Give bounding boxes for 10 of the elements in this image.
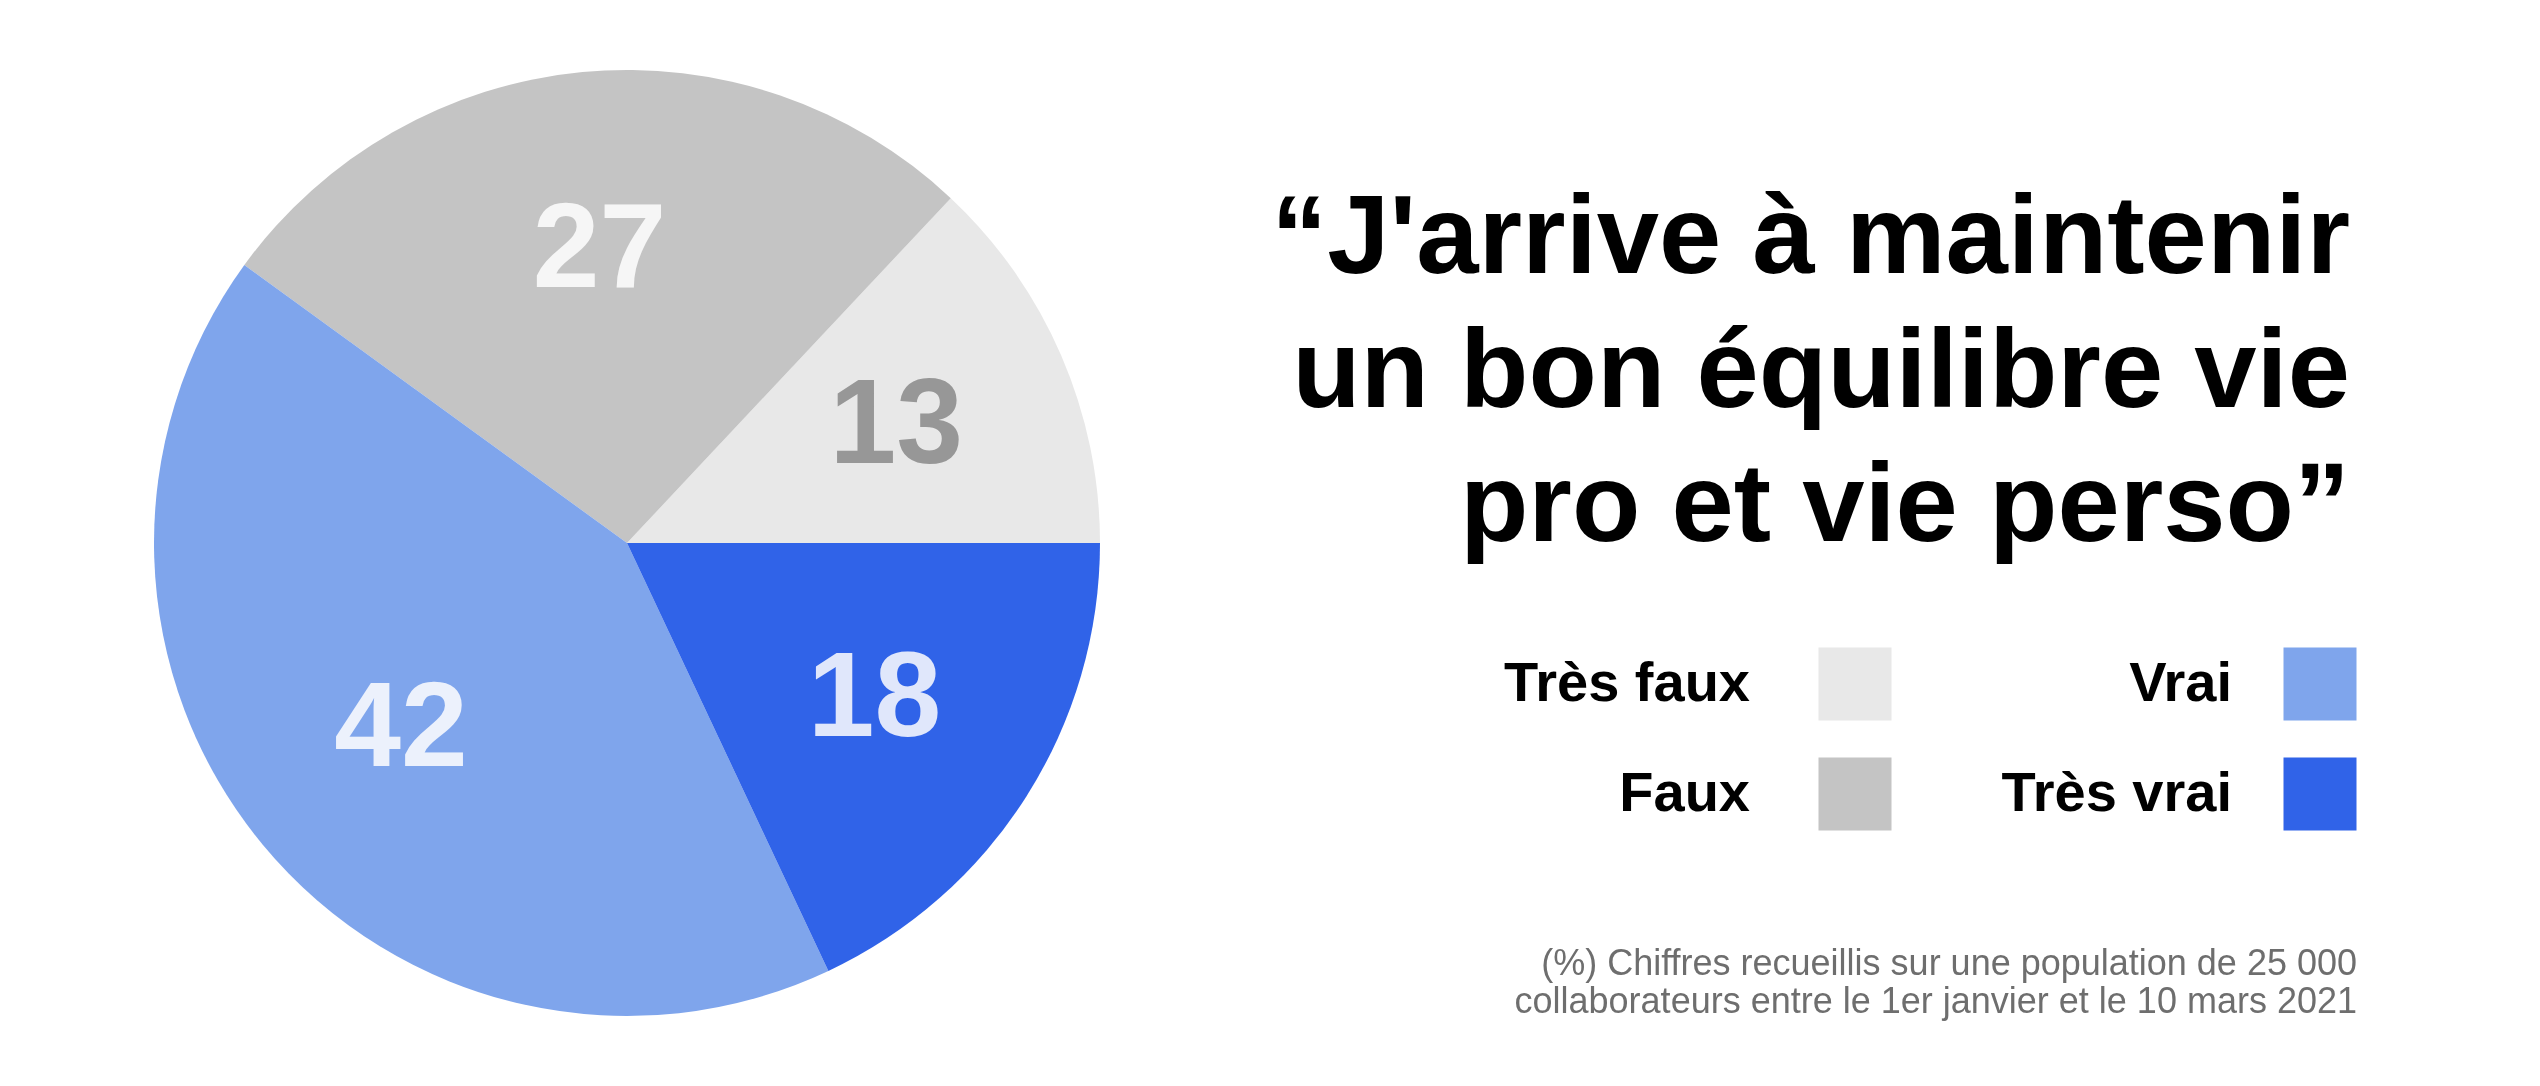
- legend-label: Faux: [1619, 760, 1750, 823]
- legend-label: Très vrai: [2001, 760, 2232, 823]
- legend-label: Vrai: [2129, 650, 2232, 713]
- data-label: 18: [807, 627, 942, 762]
- legend-label: Très faux: [1504, 650, 1750, 713]
- data-label: 13: [829, 353, 963, 488]
- data-label: 42: [334, 656, 468, 791]
- text: (%) Chiffres recueillis sur une population de 25 000 collaborateurs entre le 1er janvier et le 10 mars 2021: [1514, 942, 2357, 1021]
- text: “J'arrive à maintenir un bon équilibre vie pro et vie perso”: [1271, 172, 2350, 565]
- pie-slice: [627, 543, 1100, 971]
